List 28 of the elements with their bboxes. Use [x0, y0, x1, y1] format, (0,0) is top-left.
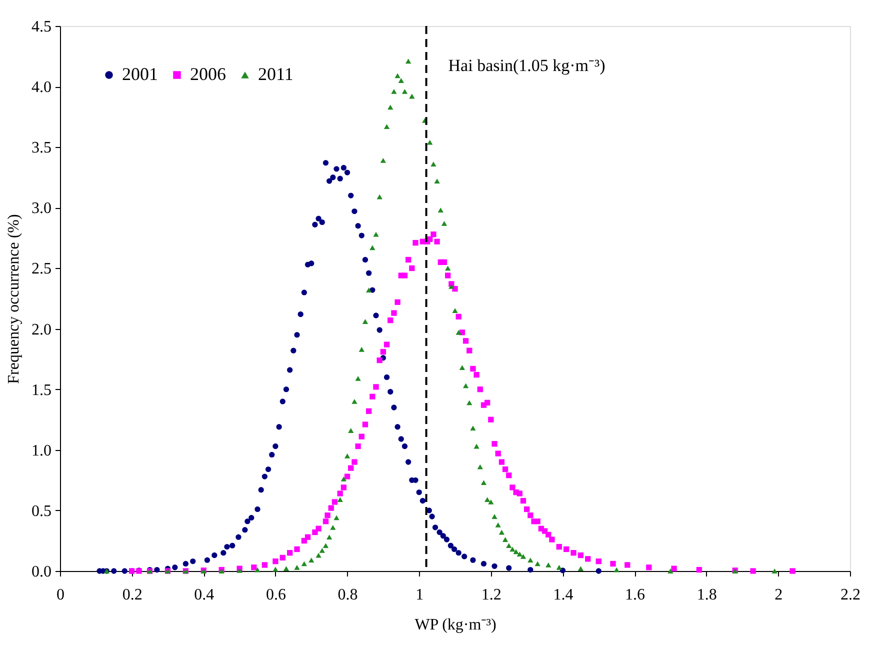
- x-tick-label: 2: [774, 586, 783, 604]
- y-tick-label: 2.0: [32, 321, 52, 338]
- y-tick-label: 4.0: [32, 79, 52, 96]
- ref-line-label: Hai basin(1.05 kg·m⁻³): [448, 56, 606, 75]
- y-tick-label: 0.0: [32, 564, 52, 580]
- x-tick-label: 0: [56, 586, 64, 604]
- x-tick-label: 0.6: [266, 586, 286, 604]
- x-tick-label: 0.8: [338, 586, 358, 604]
- legend-label: 2006: [190, 64, 226, 84]
- y-tick-label: 4.5: [32, 18, 52, 36]
- y-axis-title: Frequency occurrence (%): [6, 214, 22, 384]
- x-tick-label: 0.2: [122, 586, 142, 604]
- x-tick-label: 1.4: [553, 586, 574, 604]
- x-tick-label: 1.6: [625, 586, 646, 604]
- x-tick-label: 1: [416, 586, 424, 604]
- y-tick-label: 3.5: [32, 140, 52, 157]
- y-tick-label: 1.0: [32, 442, 52, 460]
- y-tick-label: 1.5: [32, 382, 52, 399]
- x-tick-label: 1.8: [696, 586, 717, 604]
- legend-label: 2011: [258, 64, 294, 84]
- x-tick-label: 2.2: [840, 586, 860, 604]
- x-tick-label: 0.4: [194, 586, 214, 604]
- y-tick-label: 3.0: [32, 200, 52, 218]
- x-tick-label: 1.2: [481, 586, 502, 604]
- legend-label: 2001: [122, 64, 158, 84]
- x-axis-title: WP (kg·m⁻³): [414, 616, 496, 634]
- y-tick-label: 0.5: [32, 502, 52, 520]
- y-tick-label: 2.5: [32, 260, 52, 278]
